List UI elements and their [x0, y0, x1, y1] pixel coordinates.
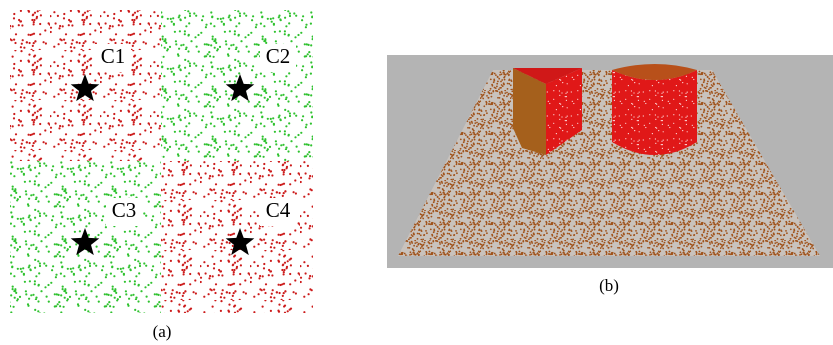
- panel-b: (b): [387, 55, 833, 295]
- caption: (a): [153, 322, 172, 341]
- panel-a: C1 C2 C3 C4 (a): [10, 10, 313, 341]
- cluster-label: C1: [101, 44, 126, 68]
- cylinder: [612, 70, 697, 155]
- cluster-label: C2: [266, 44, 291, 68]
- figure: C1 C2 C3 C4 (a) (b): [0, 0, 833, 345]
- cluster-label: C3: [112, 198, 137, 222]
- cluster-label: C4: [266, 198, 291, 222]
- caption: (b): [599, 276, 619, 295]
